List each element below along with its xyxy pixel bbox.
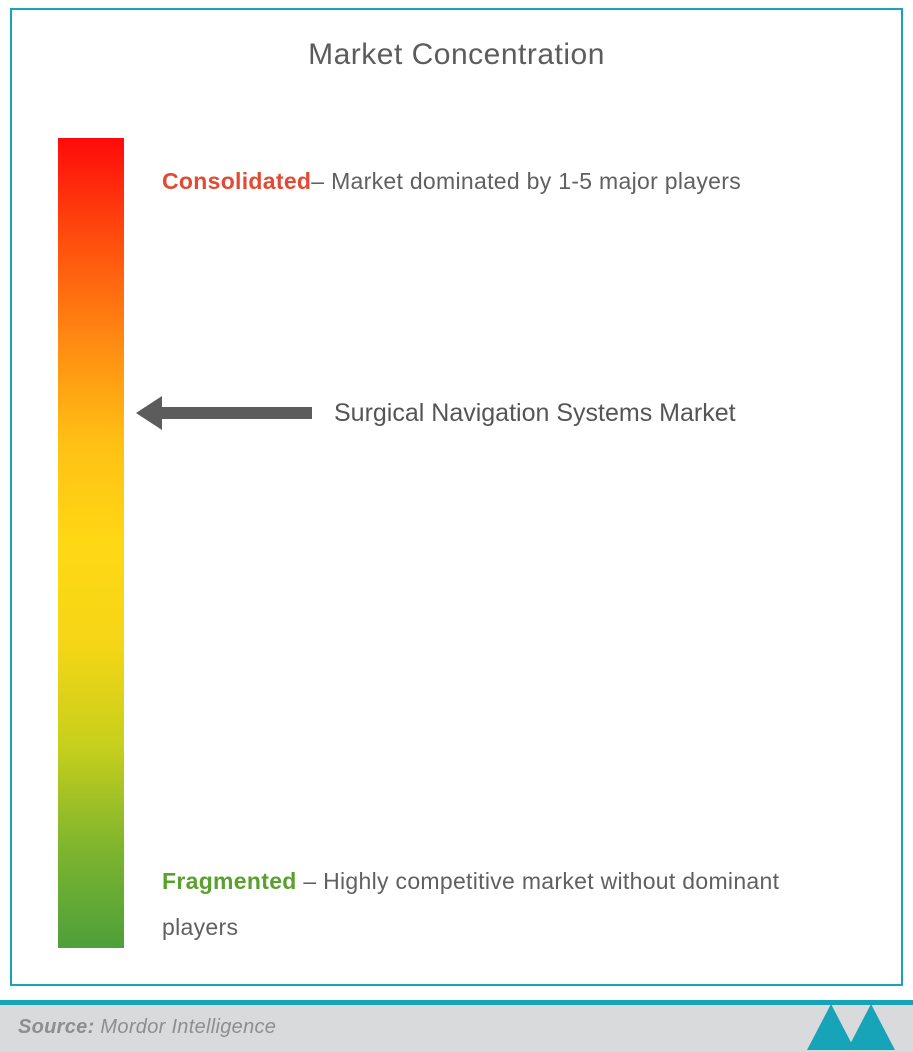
source-value: Mordor Intelligence	[95, 1016, 277, 1038]
infographic-card: Market Concentration Consolidated– Marke…	[10, 8, 903, 986]
consolidated-heading: Consolidated	[162, 168, 311, 194]
footer-band: Source: Mordor Intelligence	[0, 1000, 913, 1052]
source-label: Source:	[18, 1016, 95, 1038]
footer-accent-line	[0, 1000, 913, 1005]
concentration-gradient-bar	[58, 138, 124, 948]
consolidated-label: Consolidated– Market dominated by 1-5 ma…	[162, 158, 862, 204]
market-pointer: Surgical Navigation Systems Market	[136, 396, 736, 430]
source-attribution: Source: Mordor Intelligence	[18, 1016, 276, 1039]
arrow-left-icon	[136, 396, 312, 430]
market-name: Surgical Navigation Systems Market	[334, 399, 736, 428]
fragmented-label: Fragmented – Highly competitive market w…	[162, 858, 862, 950]
consolidated-desc: – Market dominated by 1-5 major players	[311, 168, 741, 194]
mordor-logo-icon	[807, 1002, 903, 1050]
chart-title: Market Concentration	[12, 38, 901, 72]
fragmented-heading: Fragmented	[162, 868, 297, 894]
